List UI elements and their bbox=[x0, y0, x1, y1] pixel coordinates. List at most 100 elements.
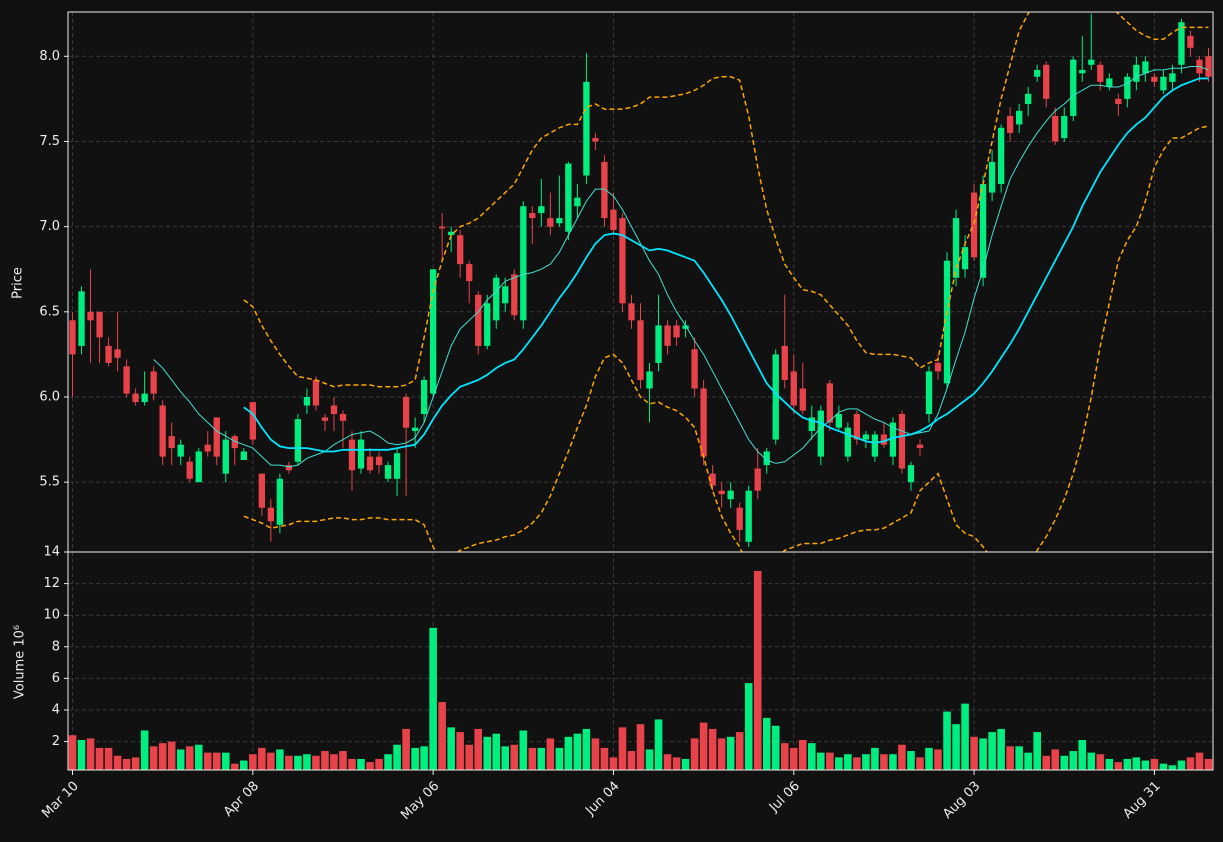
y-tick-label: 2 bbox=[52, 734, 60, 749]
volume-bar bbox=[1060, 755, 1069, 770]
candle-body bbox=[123, 366, 130, 394]
volume-bar bbox=[600, 747, 609, 770]
volume-bar bbox=[645, 749, 654, 770]
volume-bar bbox=[167, 741, 176, 770]
candle-body bbox=[1034, 69, 1041, 77]
line bbox=[243, 12, 1209, 388]
y-tick-label: 10 bbox=[43, 608, 60, 623]
volume-bar bbox=[221, 752, 230, 770]
volume-bar bbox=[880, 754, 888, 770]
candle-body bbox=[1133, 64, 1140, 82]
volume-bar bbox=[429, 627, 437, 770]
volume-bar bbox=[1087, 752, 1096, 770]
candle-body bbox=[1061, 115, 1068, 139]
volume-bar bbox=[753, 570, 762, 770]
volume-bar bbox=[1123, 758, 1132, 770]
volume-bar bbox=[970, 736, 978, 770]
candle-body bbox=[664, 325, 671, 346]
volume-bar bbox=[898, 744, 906, 770]
volume-bar bbox=[654, 719, 663, 770]
candle-body bbox=[1106, 78, 1113, 87]
volume-bar bbox=[86, 738, 95, 770]
volume-bar bbox=[158, 743, 167, 770]
candle-body bbox=[979, 184, 987, 278]
candle-body bbox=[195, 451, 202, 483]
candle-body bbox=[457, 235, 464, 265]
volume-bar bbox=[474, 728, 483, 770]
volume-bar bbox=[844, 754, 852, 770]
line bbox=[243, 77, 1209, 453]
volume-bar bbox=[348, 758, 356, 770]
candle-body bbox=[700, 388, 707, 457]
volume-bar bbox=[95, 747, 104, 770]
volume-bar bbox=[203, 752, 212, 770]
candle-body bbox=[754, 468, 761, 491]
volume-bar bbox=[447, 727, 455, 770]
candle-body bbox=[312, 379, 320, 406]
candle-body bbox=[709, 473, 716, 486]
volume-bar bbox=[483, 736, 492, 770]
candle-body bbox=[1187, 35, 1194, 48]
volume-bar bbox=[501, 746, 510, 770]
candle-body bbox=[763, 451, 770, 466]
volume-bar bbox=[1150, 758, 1159, 770]
y-tick-label: 4 bbox=[52, 702, 60, 717]
volume-bar bbox=[1078, 739, 1087, 770]
volume-bar bbox=[871, 747, 879, 770]
candle-body bbox=[87, 311, 94, 321]
volume-bar bbox=[735, 732, 744, 770]
candle-body bbox=[538, 206, 545, 214]
candle-body bbox=[1178, 22, 1185, 65]
volume-bar bbox=[375, 758, 383, 770]
volume-bar bbox=[916, 757, 924, 770]
volume-bar bbox=[1168, 765, 1177, 770]
volume-bar bbox=[780, 743, 789, 770]
volume-bar bbox=[546, 738, 555, 770]
candle-body bbox=[736, 507, 743, 530]
line bbox=[243, 125, 1209, 552]
candle-body bbox=[628, 303, 635, 321]
candle-body bbox=[745, 490, 752, 542]
candle-body bbox=[853, 414, 861, 440]
volume-bar bbox=[835, 757, 843, 770]
volume-bar bbox=[1186, 757, 1195, 770]
candle-body bbox=[610, 209, 617, 231]
candle-body bbox=[267, 507, 275, 522]
candle-body bbox=[493, 277, 500, 321]
volume-bar bbox=[510, 744, 519, 770]
candle-body bbox=[646, 371, 653, 389]
volume-bar bbox=[1177, 760, 1186, 770]
candle-body bbox=[691, 349, 698, 389]
volume-bar bbox=[285, 755, 293, 770]
candle-body bbox=[934, 362, 942, 372]
volume-bar bbox=[1141, 760, 1150, 770]
volume-bar bbox=[411, 747, 419, 770]
volume-bar bbox=[1069, 751, 1078, 770]
candle-body bbox=[475, 294, 482, 346]
volume-bar bbox=[699, 722, 708, 770]
candle-body bbox=[1097, 64, 1104, 82]
volume-bar bbox=[979, 738, 987, 770]
candle-body bbox=[1088, 59, 1095, 65]
candle-body bbox=[772, 354, 779, 440]
candle-body bbox=[862, 434, 870, 440]
candle-body bbox=[168, 436, 175, 449]
volume-bar bbox=[618, 727, 627, 770]
candle-body bbox=[105, 345, 112, 363]
candle-body bbox=[303, 396, 311, 406]
volume-bar bbox=[194, 744, 203, 770]
candle-body bbox=[348, 439, 356, 471]
volume-bar bbox=[1006, 746, 1014, 770]
candle-body bbox=[285, 465, 293, 471]
volume-bar bbox=[690, 738, 699, 770]
candle-body bbox=[655, 325, 662, 363]
candle-body bbox=[790, 371, 797, 406]
y-tick-label: 5.5 bbox=[39, 475, 60, 490]
volume-bar bbox=[1051, 749, 1060, 770]
volume-bar bbox=[465, 744, 473, 770]
candle-body bbox=[637, 320, 644, 380]
candle-body bbox=[1006, 115, 1014, 133]
candle-body bbox=[177, 444, 184, 457]
candle-body bbox=[844, 427, 852, 457]
candle-body bbox=[393, 453, 401, 479]
